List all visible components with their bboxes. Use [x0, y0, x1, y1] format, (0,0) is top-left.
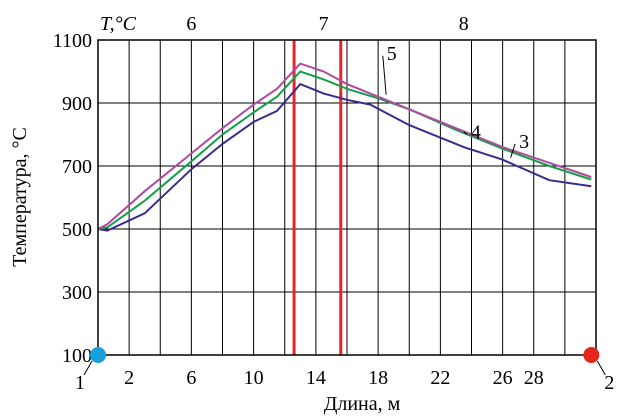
marker-label: 2	[604, 372, 614, 394]
y-tick-label: 900	[62, 93, 92, 115]
y-tick-label: 500	[62, 219, 92, 241]
zone-label: 6	[186, 13, 196, 35]
y-tick-label: 300	[62, 282, 92, 304]
grid	[98, 39, 596, 356]
x-tick-label: 10	[244, 367, 264, 389]
zone-label: 8	[459, 13, 469, 35]
x-tick-label: 18	[368, 367, 388, 389]
y-tick-label: 1100	[53, 30, 92, 52]
x-tick-label: 26	[493, 367, 513, 389]
x-tick-label: 22	[430, 367, 450, 389]
series-line-3	[97, 82, 592, 232]
zone-label: 7	[319, 13, 329, 35]
endpoint-marker	[583, 347, 600, 363]
endpoint-marker	[90, 347, 106, 363]
series-leader-line	[382, 55, 387, 95]
plot-frame	[97, 39, 597, 356]
marker-leader-line	[596, 360, 606, 376]
marker-label: 1	[75, 372, 85, 394]
x-tick-label: 28	[524, 367, 544, 389]
zone-boundaries	[292, 40, 343, 355]
x-tick-label: 14	[306, 367, 326, 389]
y-axis-title: Температура, °С	[9, 127, 31, 267]
series-labels: 3 4 5	[382, 43, 529, 158]
top-axis-label: T,°С	[100, 13, 137, 35]
y-tick-label: 700	[62, 156, 92, 178]
x-tick-label: 2	[124, 367, 134, 389]
series-line-5	[97, 62, 592, 230]
marker-leader-line	[83, 360, 93, 376]
series-label: 5	[387, 43, 397, 65]
series-leader-line	[510, 143, 516, 158]
series-label: 4	[471, 122, 481, 144]
series-line-4	[97, 70, 592, 230]
series-lines	[97, 62, 592, 232]
y-tick-label: 100	[62, 345, 92, 367]
x-tick-label: 6	[186, 367, 196, 389]
series-label: 3	[519, 131, 529, 153]
series-leader-line	[463, 131, 468, 135]
x-axis-title: Длина, м	[324, 393, 401, 415]
